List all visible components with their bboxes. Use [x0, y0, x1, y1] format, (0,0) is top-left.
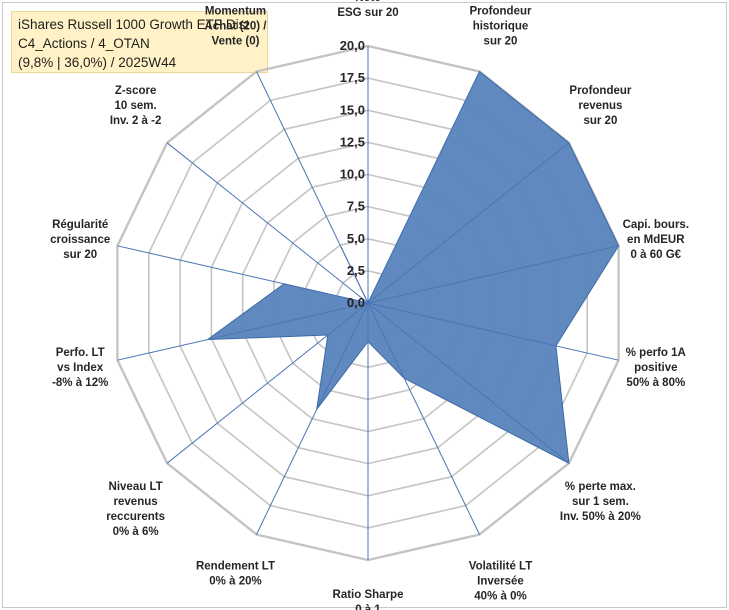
- chart-title-line-1: iShares Russell 1000 Growth ETF Dist: [18, 17, 250, 32]
- chart-title-box: iShares Russell 1000 Growth ETF Dist C4_…: [11, 11, 268, 73]
- chart-title-line-2: C4_Actions / 4_OTAN: [18, 36, 150, 51]
- chart-title-line-3: (9,8% | 36,0%) / 2025W44: [18, 55, 177, 70]
